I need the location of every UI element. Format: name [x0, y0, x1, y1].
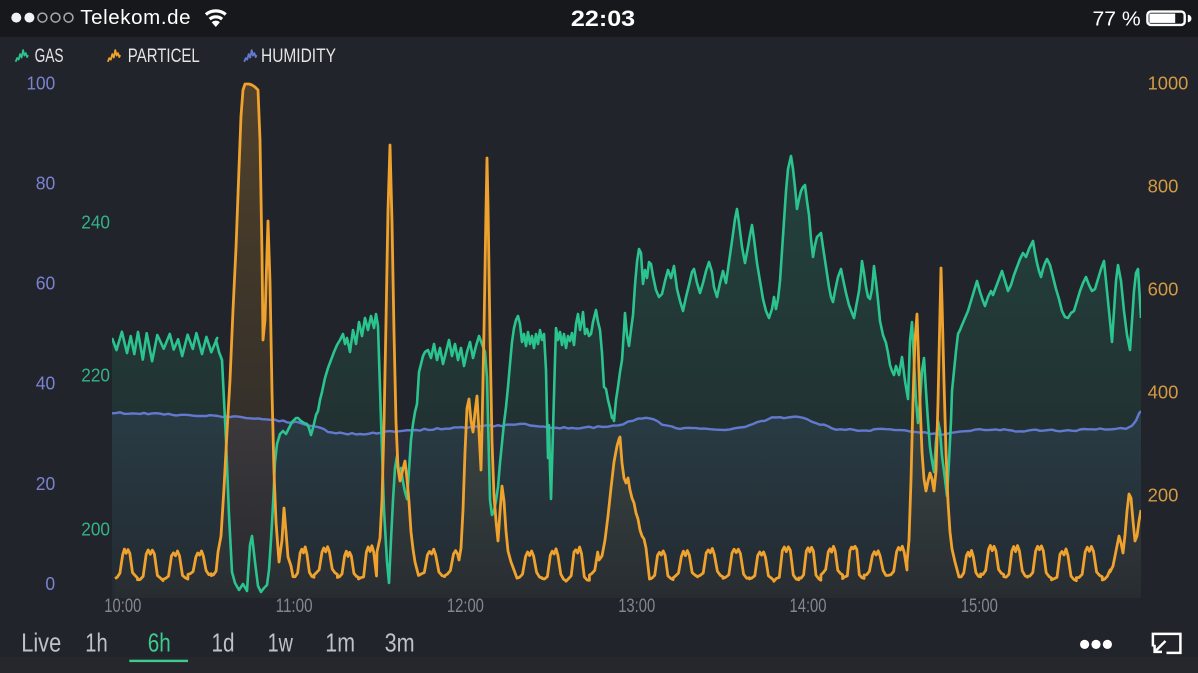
- svg-text:200: 200: [81, 519, 110, 540]
- svg-text:60: 60: [36, 273, 56, 294]
- svg-text:80: 80: [36, 173, 56, 194]
- svg-text:Telekom.de: Telekom.de: [80, 6, 191, 29]
- svg-text:13:00: 13:00: [618, 595, 655, 616]
- svg-text:22:03: 22:03: [571, 6, 635, 31]
- svg-text:200: 200: [1148, 485, 1179, 506]
- svg-text:1000: 1000: [1148, 73, 1189, 94]
- svg-text:GAS: GAS: [35, 45, 64, 67]
- svg-text:6h: 6h: [148, 628, 171, 657]
- svg-text:Live: Live: [21, 629, 61, 658]
- svg-text:600: 600: [1148, 279, 1179, 300]
- svg-text:400: 400: [1148, 382, 1179, 403]
- svg-text:240: 240: [81, 212, 110, 233]
- svg-text:3m: 3m: [385, 628, 415, 657]
- svg-text:20: 20: [36, 474, 56, 495]
- svg-text:11:00: 11:00: [276, 594, 313, 616]
- svg-text:10:00: 10:00: [104, 595, 141, 616]
- svg-text:1w: 1w: [268, 628, 294, 657]
- svg-text:15:00: 15:00: [961, 595, 998, 616]
- svg-text:77 %: 77 %: [1092, 8, 1140, 31]
- svg-text:PARTICEL: PARTICEL: [128, 45, 200, 66]
- svg-text:800: 800: [1148, 176, 1179, 197]
- svg-text:0: 0: [45, 574, 55, 595]
- svg-text:40: 40: [36, 373, 56, 394]
- svg-text:1h: 1h: [85, 628, 107, 657]
- svg-text:HUMIDITY: HUMIDITY: [261, 45, 336, 67]
- svg-text:1m: 1m: [325, 628, 355, 657]
- svg-text:100: 100: [26, 73, 55, 94]
- svg-text:1d: 1d: [212, 628, 235, 657]
- svg-text:12:00: 12:00: [447, 595, 484, 616]
- svg-text:220: 220: [81, 365, 110, 386]
- svg-text:14:00: 14:00: [789, 595, 826, 616]
